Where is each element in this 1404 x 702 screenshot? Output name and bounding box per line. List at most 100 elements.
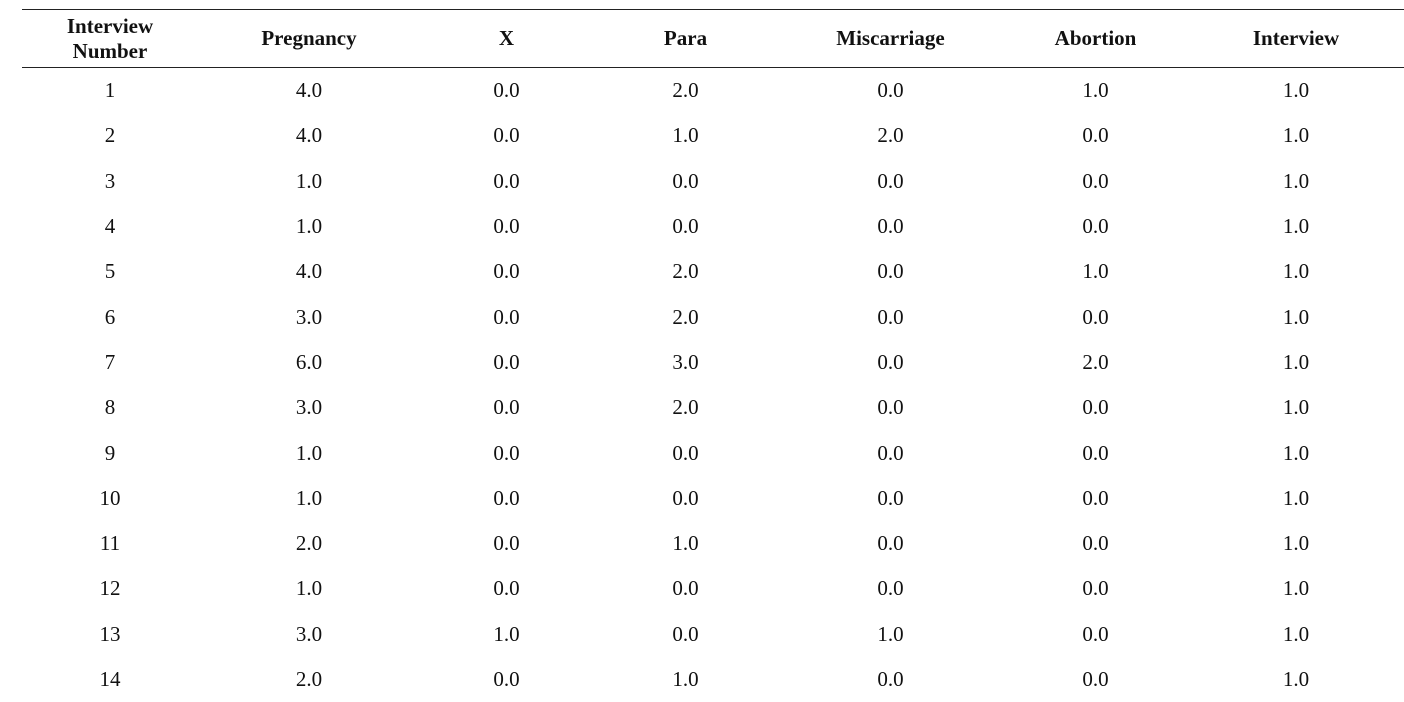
cell-pregnancy: 3.0	[198, 294, 420, 339]
cell-para: 0.0	[593, 430, 778, 475]
cell-interview: 1.0	[1188, 204, 1404, 249]
cell-miscarriage: 1.0	[778, 612, 1003, 657]
cell-abortion: 2.0	[1003, 340, 1188, 385]
cell-x: 0.0	[420, 385, 593, 430]
cell-pregnancy: 3.0	[198, 612, 420, 657]
header-abortion: Abortion	[1003, 10, 1188, 68]
cell-abortion: 0.0	[1003, 657, 1188, 702]
cell-pregnancy: 3.0	[198, 385, 420, 430]
cell-miscarriage: 0.0	[778, 68, 1003, 114]
cell-pregnancy: 1.0	[198, 204, 420, 249]
cell-x: 1.0	[420, 612, 593, 657]
cell-interview-number: 11	[22, 521, 198, 566]
cell-para: 0.0	[593, 612, 778, 657]
cell-miscarriage: 0.0	[778, 566, 1003, 611]
cell-para: 2.0	[593, 249, 778, 294]
cell-abortion: 0.0	[1003, 612, 1188, 657]
cell-x: 0.0	[420, 249, 593, 294]
cell-interview: 1.0	[1188, 476, 1404, 521]
cell-interview: 1.0	[1188, 68, 1404, 114]
header-miscarriage: Miscarriage	[778, 10, 1003, 68]
cell-interview: 1.0	[1188, 566, 1404, 611]
cell-miscarriage: 0.0	[778, 476, 1003, 521]
cell-interview-number: 8	[22, 385, 198, 430]
cell-interview: 1.0	[1188, 657, 1404, 702]
header-line: Interview	[67, 14, 153, 38]
cell-x: 0.0	[420, 204, 593, 249]
cell-pregnancy: 4.0	[198, 249, 420, 294]
cell-interview-number: 14	[22, 657, 198, 702]
cell-abortion: 0.0	[1003, 294, 1188, 339]
cell-abortion: 0.0	[1003, 204, 1188, 249]
cell-para: 2.0	[593, 294, 778, 339]
cell-interview-number: 5	[22, 249, 198, 294]
cell-interview: 1.0	[1188, 113, 1404, 158]
cell-interview: 1.0	[1188, 385, 1404, 430]
cell-abortion: 0.0	[1003, 430, 1188, 475]
cell-x: 0.0	[420, 159, 593, 204]
cell-interview-number: 1	[22, 68, 198, 114]
cell-pregnancy: 6.0	[198, 340, 420, 385]
cell-abortion: 1.0	[1003, 249, 1188, 294]
header-line: Number	[73, 39, 148, 63]
cell-miscarriage: 0.0	[778, 521, 1003, 566]
data-table-container: Interview Number Pregnancy X Para Miscar…	[22, 9, 1404, 702]
cell-miscarriage: 0.0	[778, 249, 1003, 294]
header-x: X	[420, 10, 593, 68]
header-interview: Interview	[1188, 10, 1404, 68]
cell-para: 0.0	[593, 476, 778, 521]
cell-x: 0.0	[420, 294, 593, 339]
cell-para: 1.0	[593, 657, 778, 702]
cell-pregnancy: 2.0	[198, 657, 420, 702]
cell-interview-number: 3	[22, 159, 198, 204]
cell-interview: 1.0	[1188, 294, 1404, 339]
header-para: Para	[593, 10, 778, 68]
cell-interview: 1.0	[1188, 612, 1404, 657]
cell-interview: 1.0	[1188, 430, 1404, 475]
cell-pregnancy: 4.0	[198, 113, 420, 158]
cell-pregnancy: 1.0	[198, 159, 420, 204]
cell-x: 0.0	[420, 68, 593, 114]
cell-interview-number: 4	[22, 204, 198, 249]
header-row: Interview Number Pregnancy X Para Miscar…	[22, 10, 1404, 68]
cell-pregnancy: 1.0	[198, 430, 420, 475]
table-header: Interview Number Pregnancy X Para Miscar…	[22, 10, 1404, 68]
cell-interview: 1.0	[1188, 159, 1404, 204]
cell-abortion: 0.0	[1003, 566, 1188, 611]
cell-interview: 1.0	[1188, 521, 1404, 566]
cell-x: 0.0	[420, 566, 593, 611]
cell-interview-number: 13	[22, 612, 198, 657]
cell-x: 0.0	[420, 657, 593, 702]
cell-x: 0.0	[420, 113, 593, 158]
cell-para: 2.0	[593, 385, 778, 430]
cell-interview-number: 6	[22, 294, 198, 339]
cell-para: 0.0	[593, 204, 778, 249]
cell-interview-number: 10	[22, 476, 198, 521]
cell-interview-number: 7	[22, 340, 198, 385]
cell-para: 0.0	[593, 159, 778, 204]
cell-pregnancy: 1.0	[198, 476, 420, 521]
cell-x: 0.0	[420, 340, 593, 385]
cell-para: 1.0	[593, 521, 778, 566]
cell-para: 3.0	[593, 340, 778, 385]
cell-interview: 1.0	[1188, 340, 1404, 385]
cell-para: 2.0	[593, 68, 778, 114]
cell-para: 1.0	[593, 113, 778, 158]
header-interview-number: Interview Number	[22, 10, 198, 68]
cell-interview: 1.0	[1188, 249, 1404, 294]
cell-miscarriage: 0.0	[778, 385, 1003, 430]
cell-abortion: 0.0	[1003, 113, 1188, 158]
cell-interview-number: 9	[22, 430, 198, 475]
